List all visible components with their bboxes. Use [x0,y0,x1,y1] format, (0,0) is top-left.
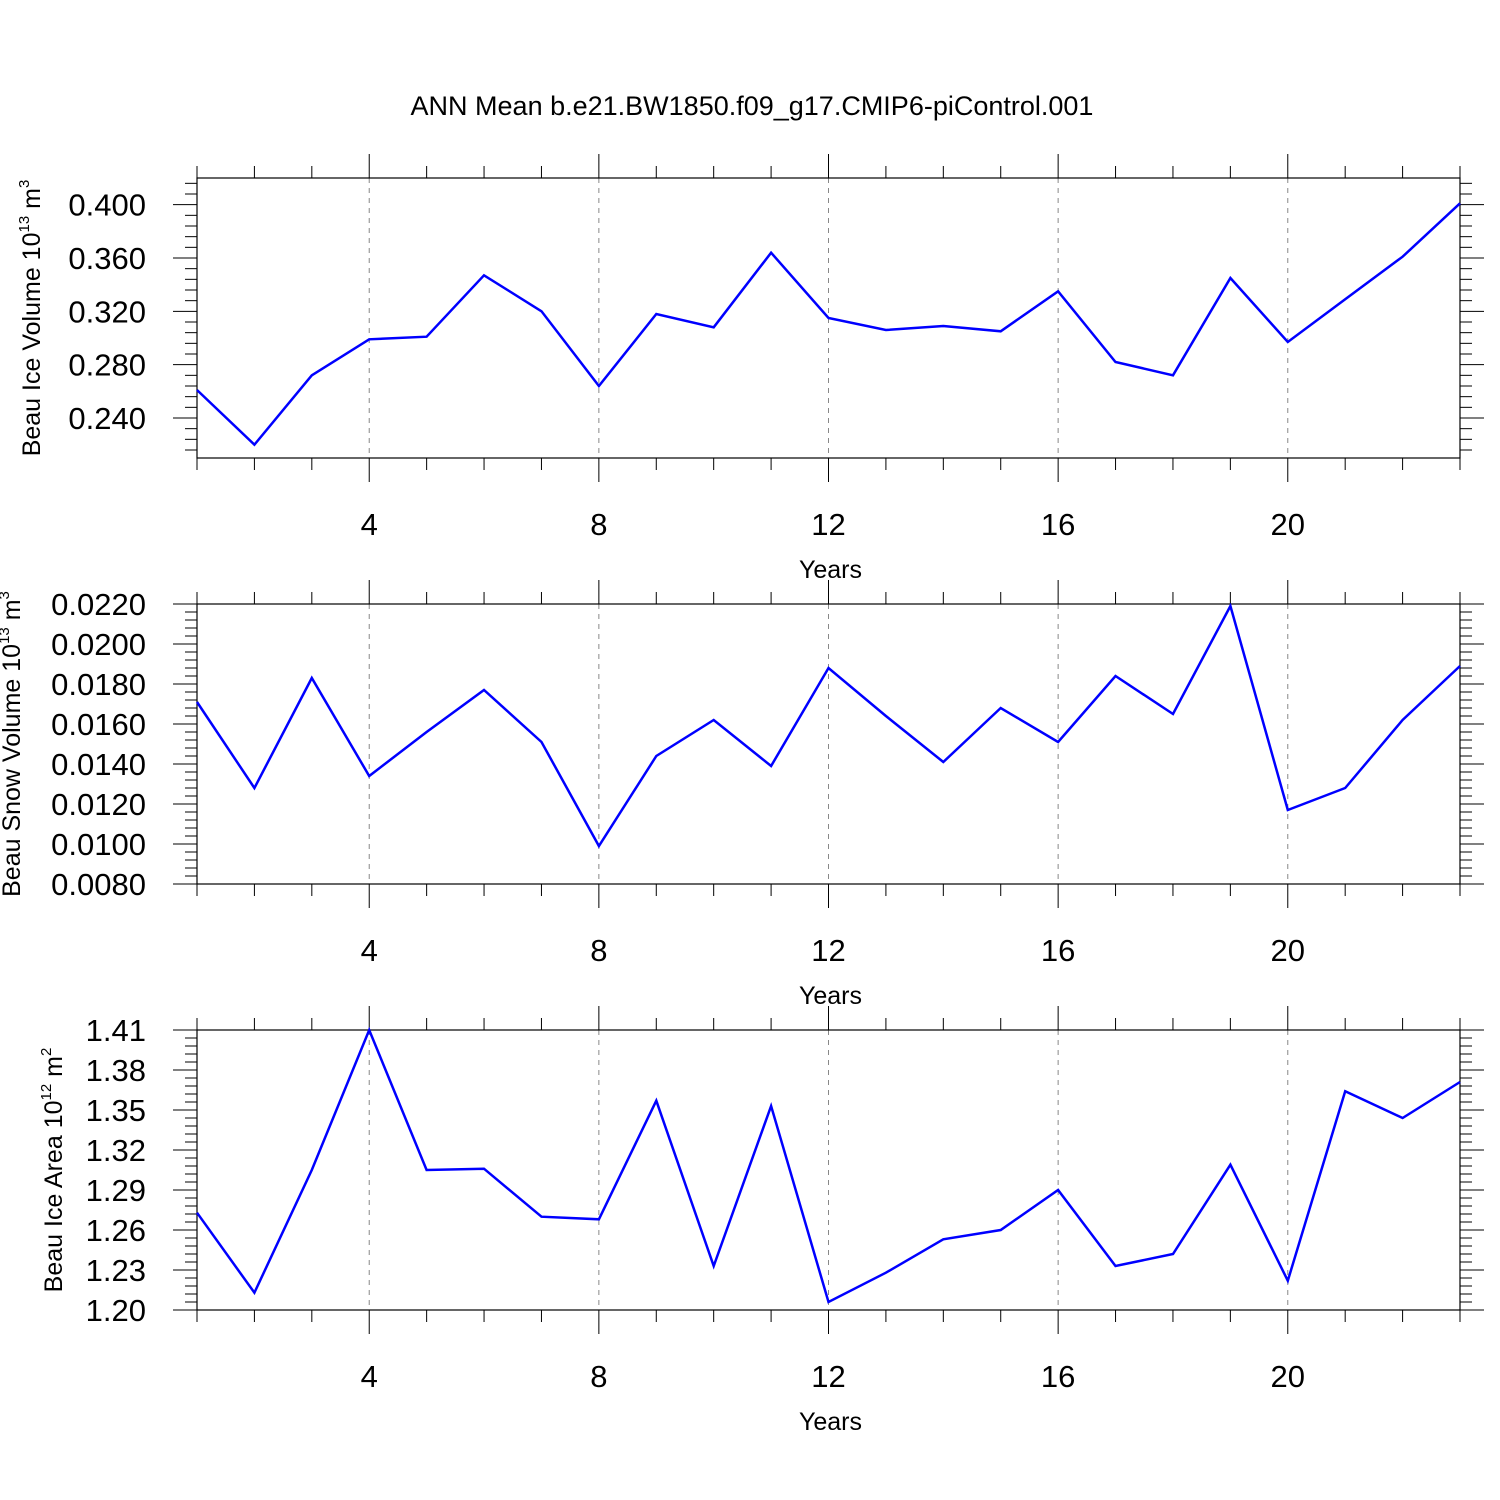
y-tick-label: 0.0220 [51,587,146,622]
y-axis-label-main: Beau Ice Volume 10 [18,233,46,457]
y-axis-label-unit-exponent: 3 [0,591,13,599]
y-tick-label: 1.35 [86,1093,146,1128]
y-tick-label: 1.32 [86,1133,146,1168]
y-tick-label: 1.20 [86,1293,146,1328]
x-tick-label: 16 [1041,1359,1075,1394]
y-tick-label: 0.360 [68,241,146,276]
y-tick-label: 0.0080 [51,867,146,902]
x-tick-label: 20 [1271,1359,1305,1394]
y-axis-label-unit-exponent: 3 [16,180,33,188]
x-tick-label: 20 [1271,933,1305,968]
x-tick-label: 8 [590,1359,607,1394]
y-axis-label-unit: m [18,188,46,216]
x-tick-label: 12 [811,933,845,968]
y-tick-label: 0.240 [68,401,146,436]
y-axis-label: Beau Ice Area 1012 m2 [38,1048,68,1293]
y-axis-label-exponent: 13 [16,216,33,233]
y-axis-label: Beau Ice Volume 1013 m3 [16,180,46,457]
chart-panel-2: 4 8 12 16 20 0.0080 0.0100 0.0120 0.0140 0.0160 0.… [0,580,1484,1010]
y-tick-label: 1.29 [86,1173,146,1208]
y-tick-label: 0.0140 [51,747,146,782]
x-tick-label: 12 [811,507,845,542]
y-tick-label: 0.320 [68,294,146,329]
y-tick-label: 0.0100 [51,827,146,862]
chart-panel-3: 4 8 12 16 20 1.20 1.23 1.26 1.29 1.32 1.35 1.38 1.41… [38,1006,1484,1436]
y-tick-label: 1.26 [86,1213,146,1248]
y-axis-label-main: Beau Snow Volume 10 [0,644,26,897]
y-tick-label: 1.38 [86,1053,146,1088]
x-tick-label: 16 [1041,933,1075,968]
chart-panel-1: 4 8 12 16 20 0.240 0.280 0.320 0.360 0.400 Years Be… [16,154,1484,584]
series-line-1 [195,602,1461,849]
y-tick-label: 1.23 [86,1253,146,1288]
y-tick-label: 0.400 [68,188,146,223]
figure-title: ANN Mean b.e21.BW1850.f09_g17.CMIP6-piCo… [411,91,1094,121]
y-tick-label: 0.0180 [51,667,146,702]
y-axis-label-unit-exponent: 2 [38,1048,55,1056]
series-line-1 [195,1026,1461,1304]
x-tick-label: 8 [590,933,607,968]
y-tick-label: 1.41 [86,1013,146,1048]
y-tick-label: 0.0120 [51,787,146,822]
y-axis-label-exponent: 13 [0,627,13,644]
chart-panels: 4 8 12 16 20 0.240 0.280 0.320 0.360 0.400 Years Be… [0,154,1484,1436]
y-tick-label: 0.280 [68,348,146,383]
y-axis-label-main: Beau Ice Area 10 [40,1101,68,1293]
x-tick-label: 20 [1271,507,1305,542]
x-tick-label: 4 [361,1359,378,1394]
x-axis-label: Years [799,1408,862,1436]
series-line-1 [196,202,1461,447]
x-axis-label: Years [799,556,862,584]
x-tick-label: 4 [361,507,378,542]
y-axis-label-unit: m [40,1056,68,1084]
x-tick-label: 8 [590,507,607,542]
y-axis-label-exponent: 12 [38,1084,55,1101]
y-tick-label: 0.0200 [51,627,146,662]
x-tick-label: 4 [361,933,378,968]
y-tick-label: 0.0160 [51,707,146,742]
y-axis-label-unit: m [0,599,26,627]
y-axis-label: Beau Snow Volume 1013 m3 [0,591,26,897]
x-axis-label: Years [799,982,862,1010]
x-tick-label: 16 [1041,507,1075,542]
x-tick-label: 12 [811,1359,845,1394]
